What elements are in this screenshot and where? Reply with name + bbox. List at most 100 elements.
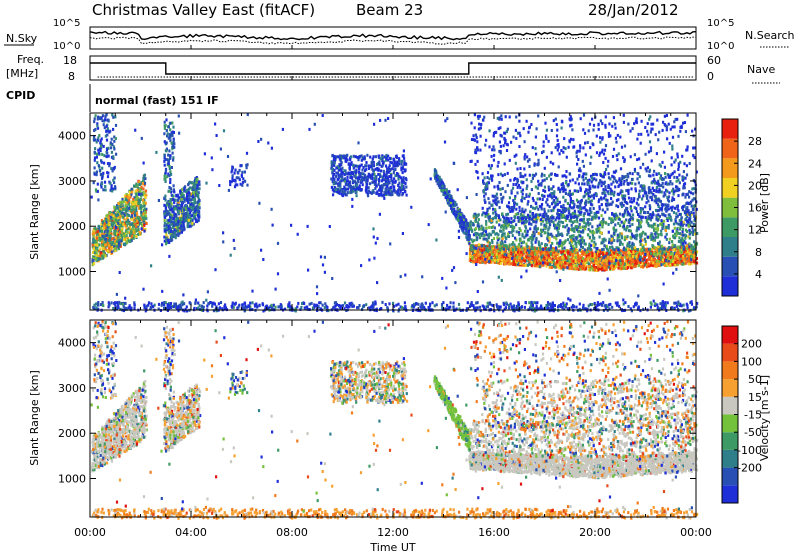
power-echo-cell [168,174,171,178]
power-echo-cell [166,238,169,242]
power-echo-cell [462,214,465,218]
power-echo-cell [334,181,337,185]
power-echo-cell [584,267,587,271]
power-echo-cell [655,253,658,257]
power-echo-cell [132,231,135,235]
power-echo-cell [175,222,178,226]
power-echo-cell [192,222,195,226]
power-echo-cell [233,171,236,175]
power-echo-cell [125,223,128,227]
power-echo-cell [186,195,189,199]
power-echo-cell [682,247,685,251]
power-echo-cell [367,164,370,168]
power-echo-cell [144,227,147,231]
power-echo-cell [110,186,113,190]
power-echo-cell [459,213,462,217]
nave-label: Nave [747,63,775,76]
power-echo-cell [624,259,628,263]
power-echo-cell [437,184,441,188]
power-echo-cell [172,208,175,212]
power-echo-cell [189,217,192,221]
power-echo-cell [455,213,458,217]
power-echo-cell [96,243,99,247]
power-echo-cell [607,256,610,260]
power-echo-cell [167,210,170,214]
power-echo-cell [513,257,516,261]
power-echo-cell [114,218,117,222]
power-echo-cell [171,207,174,211]
power-echo-cell [367,186,370,190]
power-echo-cell [134,191,137,195]
power-echo-cell [99,257,102,261]
power-echo-cell [172,125,175,129]
power-echo-cell [330,185,333,189]
power-echo-cell [173,219,176,223]
power-echo-cell [106,231,109,235]
power-echo-cell [665,232,668,236]
power-echo-cell [103,161,106,165]
power-echo-cell [354,155,357,159]
power-echo-cell [384,187,387,191]
power-echo-cell [98,168,101,172]
power-echo-cell [495,255,499,259]
power-echo-cell [101,244,104,248]
power-echo-cell [168,200,171,204]
power-echo-cell [144,177,147,181]
power-echo-cell [639,255,642,259]
power-echo-cell [170,141,173,145]
power-echo-cell [106,243,109,246]
power-echo-cell [339,163,342,167]
power-echo-cell [180,203,184,207]
power-echo-cell [94,138,97,142]
power-echo-cell [169,128,172,132]
power-echo-cell [398,175,401,178]
power-echo-cell [600,261,603,265]
power-echo-cell [574,266,577,270]
power-echo-cell [450,195,453,198]
power-echo-cell [104,226,107,230]
power-echo-cell [347,162,351,166]
power-echo-cell [170,222,173,226]
power-echo-cell [403,160,406,164]
power-echo-cell [475,258,478,262]
power-echo-cell [530,260,533,264]
power-echo-cell [96,230,99,234]
power-echo-cell [392,189,395,193]
power-echo-cell [344,159,347,163]
power-echo-cell [582,264,585,268]
nsearch-tick-bottom: 10^0 [707,41,734,52]
power-echo-cell [193,216,196,220]
power-echo-cell [563,254,566,257]
power-echo-cell [381,178,384,182]
power-echo-cell [141,193,144,197]
power-echo-cell [466,221,469,225]
power-echo-cell [536,257,539,261]
power-echo-cell [591,254,594,258]
power-echo-cell [370,162,373,166]
power-echo-cell [393,162,396,166]
power-echo-cell [587,262,590,266]
power-echo-cell [604,258,607,262]
power-echo-cell [386,167,389,171]
power-echo-cell [113,135,116,139]
power-echo-cell [393,168,396,172]
power-echo-cell [95,170,98,174]
nsky-tick-bottom: 10^0 [53,41,80,52]
power-echo-cell [91,232,94,236]
power-echo-cell [180,214,183,218]
power-echo-cell [142,180,145,183]
power-echo-cell [171,130,174,134]
power-echo-cell [348,183,351,186]
power-echo-cell [480,249,483,252]
power-echo-cell [405,185,408,189]
power-echo-cell [197,191,200,195]
power-echo-cell [374,187,377,190]
power-echo-cell [140,194,143,198]
power-echo-cell [471,256,474,260]
power-echo-cell [377,193,381,197]
power-echo-cell [335,175,338,178]
power-echo-cell [457,212,460,216]
nsky-label: N.Sky [6,32,38,45]
nsearch-label: N.Search [745,29,795,42]
power-echo-cell [561,247,564,251]
